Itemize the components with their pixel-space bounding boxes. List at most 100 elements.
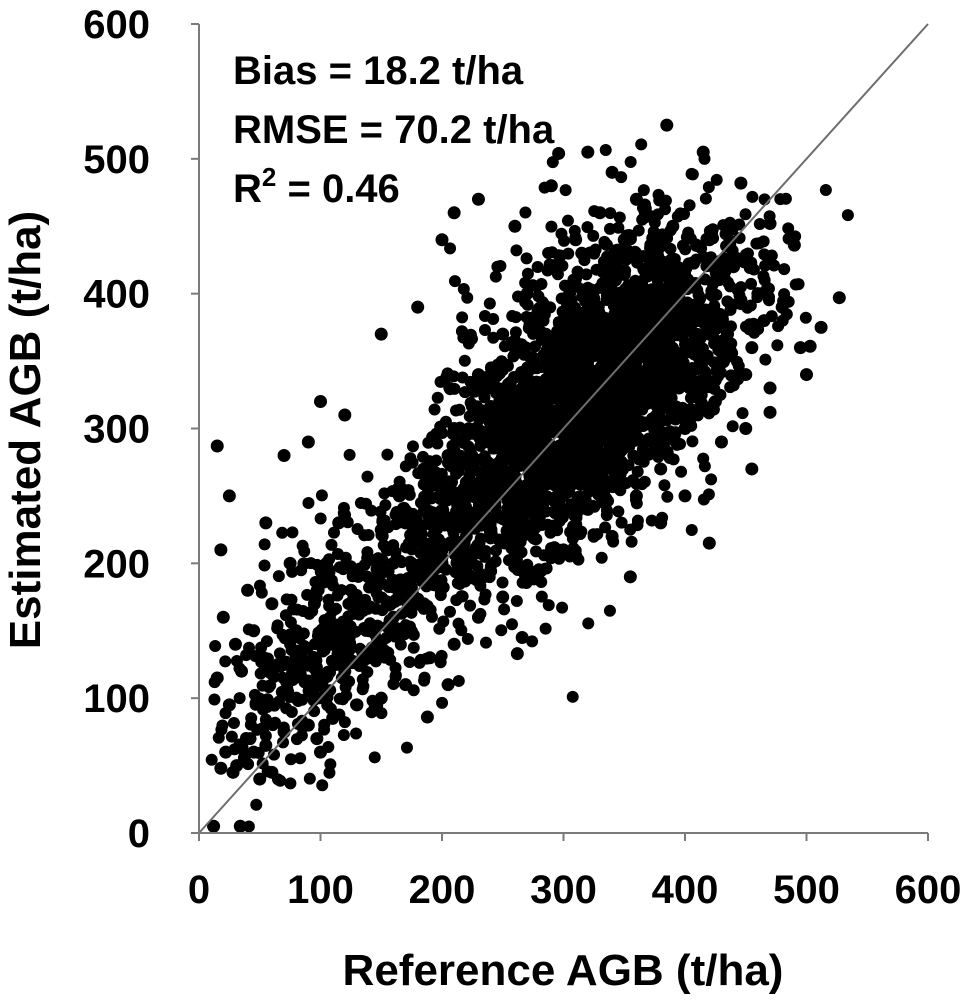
scatter-point [471, 610, 485, 624]
scatter-point [250, 798, 263, 811]
x-axis-title: Reference AGB (t/ha) [343, 946, 784, 995]
scatter-point [659, 379, 672, 392]
scatter-point [557, 381, 570, 395]
scatter-point [638, 271, 651, 284]
scatter-point [441, 448, 455, 462]
scatter-point [379, 565, 392, 578]
scatter-point [212, 731, 225, 744]
scatter-point [555, 326, 568, 339]
scatter-point [739, 208, 752, 221]
scatter-point [479, 545, 492, 558]
scatter-point [464, 599, 477, 612]
scatter-point [520, 570, 534, 584]
scatter-point [685, 524, 698, 537]
scatter-point [604, 385, 617, 398]
scatter-point [461, 632, 474, 645]
scatter-point [399, 516, 413, 530]
scatter-point [629, 368, 643, 382]
scatter-point [799, 311, 812, 324]
scatter-point [491, 260, 504, 273]
scatter-point [468, 385, 481, 398]
scatter-point [324, 702, 337, 715]
scatter-point [508, 448, 522, 462]
scatter-point [533, 475, 546, 488]
scatter-point [428, 403, 441, 416]
scatter-point [548, 507, 561, 520]
scatter-point [591, 300, 604, 313]
scatter-point [705, 473, 718, 486]
x-tick-label: 100 [287, 868, 354, 912]
scatter-point [254, 667, 267, 680]
scatter-point [436, 696, 449, 709]
scatter-point [636, 201, 649, 214]
scatter-point [572, 553, 585, 566]
scatter-point [374, 505, 387, 518]
scatter-point [508, 219, 522, 233]
scatter-point [537, 452, 550, 465]
scatter-point [403, 656, 416, 669]
scatter-point [405, 625, 418, 638]
scatter-point [511, 391, 524, 404]
scatter-point [374, 523, 387, 536]
scatter-point [569, 233, 583, 247]
scatter-point [534, 437, 547, 450]
r-squared-superscript: 2 [262, 162, 276, 192]
scatter-point [505, 618, 518, 631]
scatter-point [351, 523, 364, 536]
scatter-point [605, 286, 618, 299]
scatter-point [521, 397, 534, 410]
scatter-point [550, 341, 564, 355]
y-axis-ticks: 0 100 200 300 400 500 600 [83, 3, 199, 856]
scatter-point [530, 375, 543, 388]
scatter-point [492, 533, 505, 546]
scatter-point [418, 674, 431, 687]
scatter-point [629, 489, 643, 503]
y-tick-label: 600 [83, 3, 150, 47]
scatter-point [350, 727, 363, 740]
scatter-point [493, 367, 506, 380]
scatter-point [324, 758, 337, 771]
scatter-point [544, 260, 558, 274]
scatter-point [695, 389, 708, 402]
scatter-point [593, 422, 607, 435]
scatter-point [552, 146, 566, 160]
scatter-point [286, 667, 299, 680]
scatter-point [375, 591, 388, 604]
scatter-point [447, 206, 461, 220]
scatter-point [623, 287, 637, 301]
scatter-point [452, 617, 465, 630]
scatter-point [496, 576, 509, 589]
scatter-point [305, 658, 318, 671]
scatter-point [258, 538, 271, 551]
scatter-point [611, 243, 624, 256]
scatter-point [567, 542, 580, 555]
scatter-point [629, 422, 643, 435]
scatter-point [581, 502, 595, 516]
scatter-point [702, 488, 715, 501]
scatter-point [323, 600, 336, 613]
scatter-point [841, 209, 854, 222]
scatter-point [526, 314, 540, 328]
scatter-point [563, 287, 577, 301]
scatter-point [569, 395, 583, 409]
scatter-point [452, 674, 465, 687]
scatter-point [557, 543, 570, 557]
scatter-point [611, 341, 625, 355]
scatter-point [411, 529, 425, 543]
scatter-point [523, 470, 536, 483]
scatter-point [544, 475, 558, 489]
scatter-point [505, 485, 518, 498]
scatter-point [219, 745, 233, 759]
scatter-point [566, 466, 579, 479]
scatter-point [283, 556, 297, 570]
scatter-point [302, 496, 315, 509]
scatter-point [621, 244, 634, 257]
scatter-point [324, 666, 337, 679]
scatter-point [714, 341, 728, 355]
scatter-point [457, 331, 470, 344]
y-tick-label: 200 [83, 542, 150, 586]
scatter-point [542, 246, 555, 259]
scatter-point [331, 547, 344, 560]
scatter-point [743, 318, 756, 331]
scatter-point [507, 531, 520, 544]
